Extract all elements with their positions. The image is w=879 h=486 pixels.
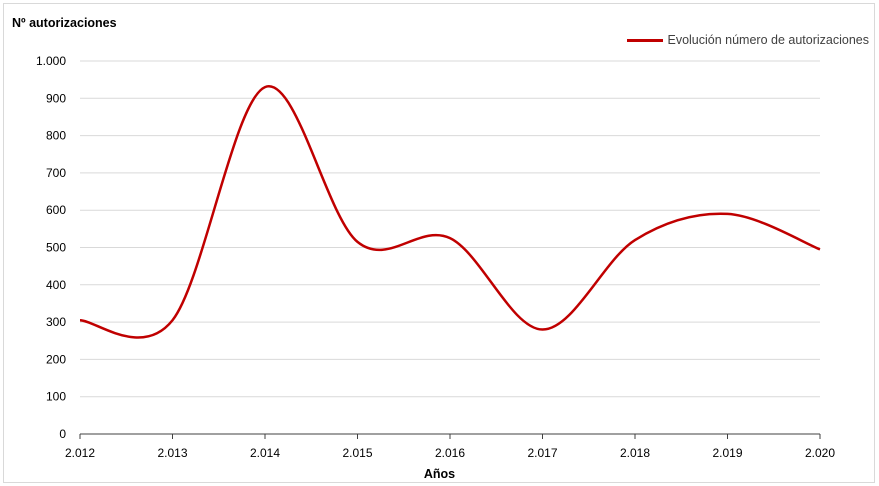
x-tick-label: 2.020 (805, 446, 835, 460)
y-tick-label: 800 (46, 129, 66, 143)
y-tick-label: 400 (46, 278, 66, 292)
x-tick-label: 2.019 (712, 446, 742, 460)
y-tick-label: 900 (46, 91, 66, 105)
y-tick-label: 300 (46, 315, 66, 329)
x-tick-label: 2.012 (65, 446, 95, 460)
y-tick-label: 1.000 (36, 54, 66, 68)
y-tick-label: 100 (46, 390, 66, 404)
series-line (79, 85, 821, 339)
y-tick-labels: 0 100 200 300 400 500 600 700 800 900 1.000 (36, 54, 66, 441)
y-tick-label: 700 (46, 166, 66, 180)
y-tick-label: 500 (46, 241, 66, 255)
y-tick-label: 600 (46, 203, 66, 217)
x-tick-label: 2.013 (157, 446, 187, 460)
axes (79, 433, 821, 439)
chart-frame (3, 3, 875, 483)
x-axis-title: Años (423, 467, 456, 481)
x-tick-label: 2.014 (250, 446, 280, 460)
x-tick-label: 2.018 (620, 446, 650, 460)
series-lines (79, 85, 821, 339)
y-tick-label: 0 (59, 427, 66, 441)
legend-label: Evolución número de autorizaciones (667, 33, 869, 47)
x-tick-labels: 2.012 2.013 2.014 2.015 2.016 2.017 2.018 2.019… (65, 446, 835, 460)
legend-swatch (627, 38, 664, 42)
x-tick-label: 2.016 (435, 446, 465, 460)
y-tick-label: 200 (46, 352, 66, 366)
gridlines (80, 60, 820, 398)
x-tick-label: 2.015 (342, 446, 372, 460)
x-tick-label: 2.017 (527, 446, 557, 460)
legend: Evolución número de autorizaciones (627, 33, 869, 47)
y-axis-title: Nº autorizaciones (12, 16, 117, 30)
